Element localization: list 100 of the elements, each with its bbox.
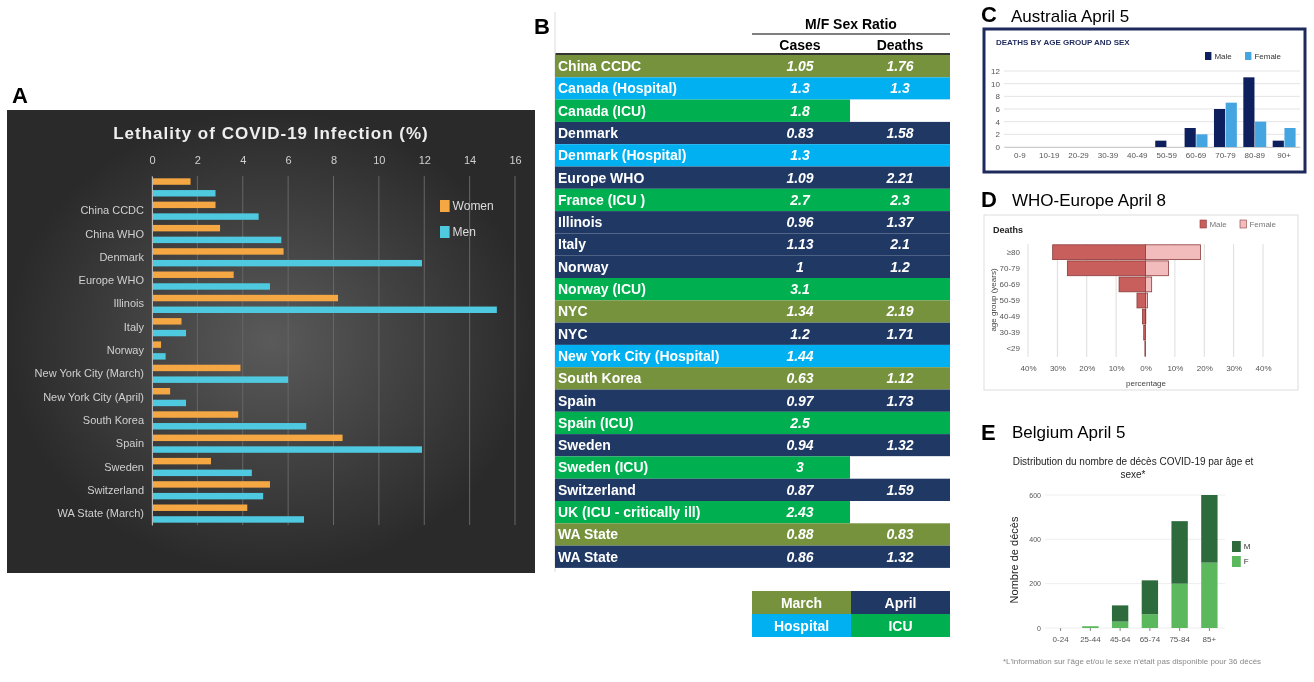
bar	[152, 492, 264, 500]
data-label: 3	[796, 459, 805, 476]
y-tick-label: 6	[995, 105, 1001, 115]
bar	[1171, 521, 1188, 584]
x-tick-label: 75-84	[1169, 634, 1191, 644]
bar	[1196, 134, 1208, 147]
bar	[152, 213, 259, 220]
legend-label: Female	[1249, 219, 1277, 229]
bar	[152, 271, 234, 278]
bar	[152, 516, 305, 523]
x-tick-label: 0%	[1140, 363, 1152, 373]
bar	[152, 236, 282, 244]
y-tick-label: ≥80	[1006, 247, 1021, 257]
y-tick-label: Sweden	[104, 460, 144, 473]
data-label: 1.37	[886, 214, 915, 231]
data-label: 1.3	[790, 147, 810, 164]
category-label: Illinois	[558, 214, 603, 231]
data-label: 1.13	[786, 236, 814, 253]
data-label: 1.58	[886, 124, 914, 141]
data-label: 0.87	[786, 481, 815, 498]
bar	[152, 411, 239, 418]
x-tick-label: 14	[464, 154, 477, 166]
y-tick-label: Italy	[123, 320, 145, 333]
legend-label: M	[1243, 542, 1251, 552]
x-tick-label: 20%	[1196, 363, 1213, 373]
x-tick-label: 10	[373, 154, 386, 166]
x-tick-label: 0-24	[1052, 634, 1070, 644]
y-tick-label: 0	[995, 143, 1001, 153]
bar	[152, 469, 252, 477]
bar	[1201, 562, 1218, 628]
text: C	[981, 2, 997, 27]
x-tick-label: 30-39	[1097, 150, 1119, 160]
x-tick-label: 50-59	[1156, 150, 1178, 160]
x-tick-label: 30%	[1226, 363, 1243, 373]
y-tick-label: New York City (March)	[34, 367, 144, 380]
data-label: 2.7	[789, 191, 811, 208]
x-tick-label: 20-29	[1068, 150, 1090, 160]
x-tick-label: 20%	[1079, 363, 1096, 373]
y-tick-label: 12	[991, 67, 1001, 77]
category-label: Sweden (ICU)	[558, 459, 649, 476]
y-tick-label: Europe WHO	[78, 274, 145, 287]
data-label: 1	[796, 258, 805, 275]
x-tick-label: 12	[418, 154, 431, 166]
data-label: 0.83	[886, 526, 914, 543]
data-label: 1.73	[886, 392, 914, 409]
data-label: 1.44	[786, 347, 814, 364]
data-label: 0.94	[786, 437, 814, 454]
bar	[152, 504, 248, 511]
bar	[152, 457, 211, 465]
bar	[152, 446, 422, 453]
category-label: Spain	[558, 392, 597, 409]
bar	[1225, 102, 1237, 147]
bar	[152, 399, 187, 407]
category-label: Italy	[558, 236, 587, 253]
data-label: 2.19	[885, 303, 914, 320]
data-label: 2.21	[885, 169, 914, 186]
category-label: Switzerland	[558, 481, 636, 498]
bar	[1213, 109, 1226, 147]
x-tick-label: 0-9	[1014, 150, 1027, 160]
legend-label: F	[1243, 557, 1249, 567]
data-label: 0.97	[786, 392, 815, 409]
y-tick-label: 10	[991, 79, 1001, 89]
x-tick-label: 30%	[1049, 363, 1066, 373]
y-tick-label: Switzerland	[87, 483, 144, 496]
x-tick-label: 70-79	[1215, 150, 1237, 160]
bar	[152, 190, 216, 197]
legend-label: Men	[452, 225, 476, 240]
data-label: 1.32	[886, 437, 914, 454]
y-tick-label: Norway	[106, 344, 145, 357]
bar	[1272, 140, 1284, 147]
bar	[1284, 128, 1296, 147]
data-label: 1.32	[886, 548, 914, 565]
category-label: Denmark	[558, 124, 619, 141]
data-label: 0.96	[786, 214, 814, 231]
y-tick-label: China CCDC	[80, 204, 145, 217]
data-label: 1.3	[790, 80, 810, 97]
x-tick-label: 45-64	[1109, 634, 1131, 644]
y-tick-label: 70-79	[999, 263, 1021, 273]
bar	[152, 248, 284, 255]
data-label: 1.8	[790, 102, 810, 119]
bar	[152, 224, 221, 232]
bar	[152, 283, 270, 290]
data-label: 1.59	[886, 481, 914, 498]
category-label: NYC	[558, 303, 588, 320]
bar	[152, 201, 216, 209]
y-tick-label: 8	[995, 92, 1001, 102]
legend-label: Male	[1214, 51, 1233, 61]
category-label: France (ICU )	[558, 191, 646, 208]
category-label: WA State	[558, 548, 619, 565]
y-axis-title: age group (years)	[989, 268, 998, 332]
category-label: Denmark (Hospital)	[558, 147, 687, 164]
category-label: Canada (Hospital)	[558, 80, 678, 97]
category-label: New York City (Hospital)	[558, 347, 720, 364]
category-label: WA State	[558, 526, 619, 543]
x-tick-label: 85+	[1202, 634, 1217, 644]
category-label: Europe WHO	[558, 169, 645, 186]
y-tick-label: 60-69	[999, 279, 1021, 289]
data-label: 1.2	[790, 325, 810, 342]
data-label: 1.3	[890, 80, 910, 97]
y-tick-label: 40-49	[999, 312, 1021, 322]
